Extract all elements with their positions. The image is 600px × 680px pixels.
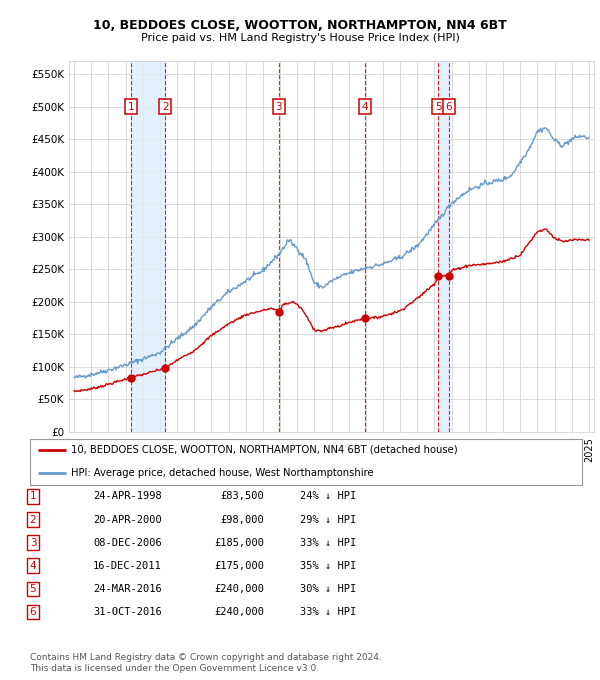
Text: 10, BEDDOES CLOSE, WOOTTON, NORTHAMPTON, NN4 6BT: 10, BEDDOES CLOSE, WOOTTON, NORTHAMPTON,… bbox=[93, 19, 507, 32]
Text: 24-APR-1998: 24-APR-1998 bbox=[93, 492, 162, 501]
Text: 5: 5 bbox=[29, 584, 37, 594]
Text: £83,500: £83,500 bbox=[220, 492, 264, 501]
Text: 10, BEDDOES CLOSE, WOOTTON, NORTHAMPTON, NN4 6BT (detached house): 10, BEDDOES CLOSE, WOOTTON, NORTHAMPTON,… bbox=[71, 445, 458, 455]
Text: £240,000: £240,000 bbox=[214, 607, 264, 617]
Text: 20-APR-2000: 20-APR-2000 bbox=[93, 515, 162, 524]
Text: 1: 1 bbox=[29, 492, 37, 501]
Text: 3: 3 bbox=[29, 538, 37, 547]
Text: 4: 4 bbox=[362, 102, 368, 112]
Text: £240,000: £240,000 bbox=[214, 584, 264, 594]
Text: 35% ↓ HPI: 35% ↓ HPI bbox=[300, 561, 356, 571]
Text: 3: 3 bbox=[275, 102, 282, 112]
Text: 33% ↓ HPI: 33% ↓ HPI bbox=[300, 607, 356, 617]
Text: 2: 2 bbox=[29, 515, 37, 524]
Text: 31-OCT-2016: 31-OCT-2016 bbox=[93, 607, 162, 617]
Text: 5: 5 bbox=[435, 102, 442, 112]
Text: This data is licensed under the Open Government Licence v3.0.: This data is licensed under the Open Gov… bbox=[30, 664, 319, 673]
Bar bbox=[439, 61, 449, 432]
Text: 6: 6 bbox=[29, 607, 37, 617]
Text: 2: 2 bbox=[162, 102, 169, 112]
Bar bbox=[131, 61, 165, 432]
Text: HPI: Average price, detached house, West Northamptonshire: HPI: Average price, detached house, West… bbox=[71, 468, 374, 478]
Text: 16-DEC-2011: 16-DEC-2011 bbox=[93, 561, 162, 571]
Text: 08-DEC-2006: 08-DEC-2006 bbox=[93, 538, 162, 547]
Text: 6: 6 bbox=[445, 102, 452, 112]
Text: £175,000: £175,000 bbox=[214, 561, 264, 571]
Text: 1: 1 bbox=[128, 102, 134, 112]
Text: 30% ↓ HPI: 30% ↓ HPI bbox=[300, 584, 356, 594]
Text: 33% ↓ HPI: 33% ↓ HPI bbox=[300, 538, 356, 547]
Text: £185,000: £185,000 bbox=[214, 538, 264, 547]
Text: Price paid vs. HM Land Registry's House Price Index (HPI): Price paid vs. HM Land Registry's House … bbox=[140, 33, 460, 43]
Text: 24% ↓ HPI: 24% ↓ HPI bbox=[300, 492, 356, 501]
Text: Contains HM Land Registry data © Crown copyright and database right 2024.: Contains HM Land Registry data © Crown c… bbox=[30, 653, 382, 662]
Text: £98,000: £98,000 bbox=[220, 515, 264, 524]
Text: 29% ↓ HPI: 29% ↓ HPI bbox=[300, 515, 356, 524]
Text: 4: 4 bbox=[29, 561, 37, 571]
Text: 24-MAR-2016: 24-MAR-2016 bbox=[93, 584, 162, 594]
